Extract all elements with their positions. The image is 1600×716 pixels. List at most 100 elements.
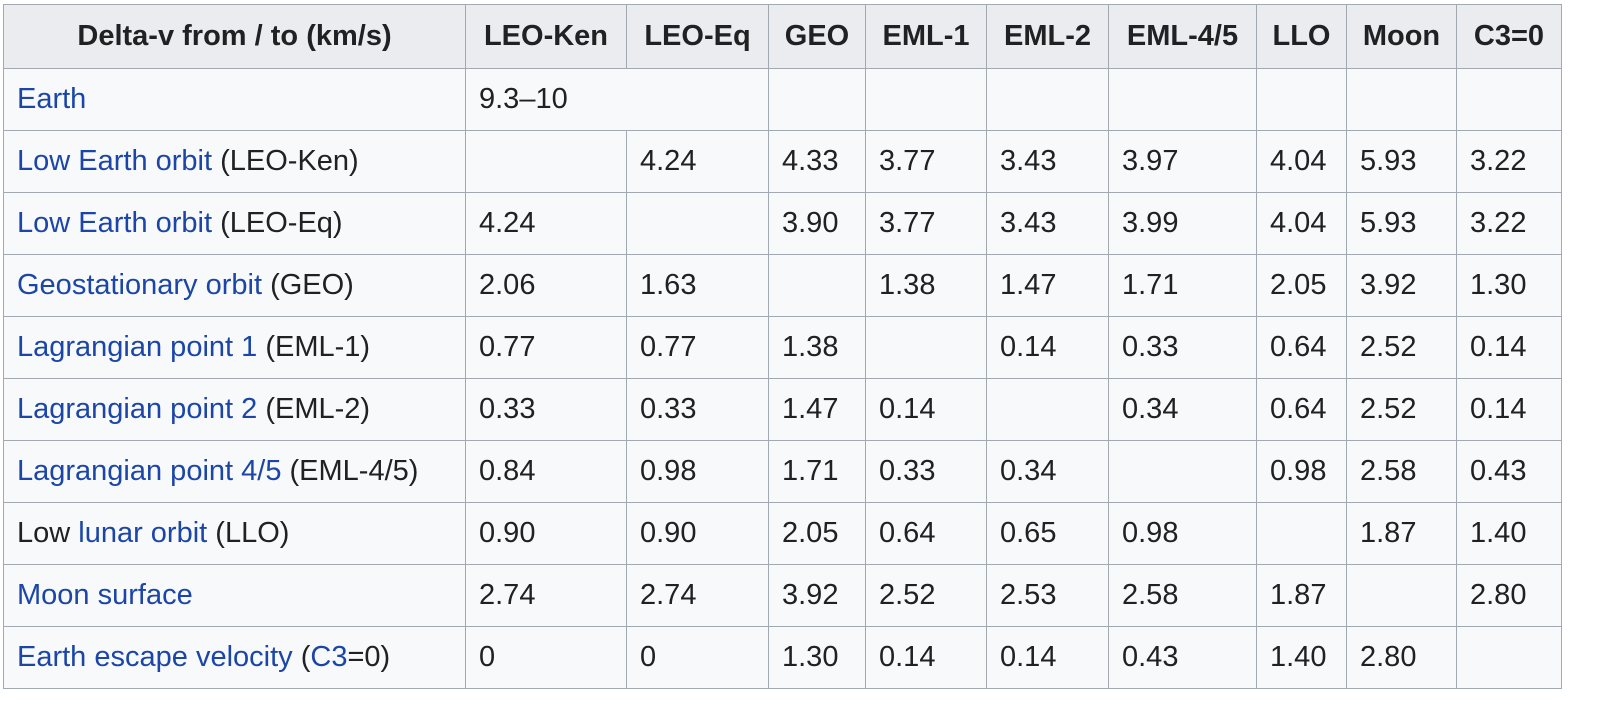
- table-row: Lagrangian point 2 (EML-2) 0.33 0.33 1.47 0.…: [3, 378, 1562, 441]
- value-cell: 3.22: [1456, 130, 1562, 193]
- value-cell: 0.77: [465, 316, 627, 379]
- value-cell: 2.74: [626, 564, 769, 627]
- value-cell: 0.14: [865, 378, 987, 441]
- value-cell: 0.64: [865, 502, 987, 565]
- value-cell: 1.71: [1108, 254, 1257, 317]
- value-cell: [1108, 68, 1257, 131]
- row-label-text: (EML-4/5): [281, 455, 419, 487]
- value-cell: 2.52: [865, 564, 987, 627]
- row-label-link[interactable]: lunar orbit: [78, 517, 208, 549]
- row-label-link[interactable]: Low Earth orbit: [17, 145, 213, 177]
- value-cell: 2.80: [1456, 564, 1562, 627]
- value-cell: 2.58: [1346, 440, 1457, 503]
- row-label: Earth escape velocity (C3=0): [3, 626, 466, 689]
- table-row: Lagrangian point 1 (EML-1) 0.77 0.77 1.38 0.…: [3, 316, 1562, 379]
- row-label-text: (: [292, 641, 311, 673]
- table-row: Earth escape velocity (C3=0) 0 0 1.30 0.14 0.…: [3, 626, 1562, 689]
- value-cell: 2.05: [768, 502, 866, 565]
- value-cell: 1.87: [1256, 564, 1347, 627]
- value-cell: [986, 378, 1109, 441]
- table-row: Moon surface 2.74 2.74 3.92 2.52 2.53 2.58 1.87…: [3, 564, 1562, 627]
- value-cell: 2.53: [986, 564, 1109, 627]
- value-cell: 0: [626, 626, 769, 689]
- value-cell: 0.14: [986, 626, 1109, 689]
- row-label-link[interactable]: Lagrangian point 4/5: [17, 455, 282, 487]
- value-cell: 0.14: [1456, 378, 1562, 441]
- value-cell: 0.64: [1256, 316, 1347, 379]
- value-cell: 0.77: [626, 316, 769, 379]
- row-label-link[interactable]: Geostationary orbit: [17, 269, 263, 301]
- value-cell: 3.22: [1456, 192, 1562, 255]
- value-cell: 1.47: [986, 254, 1109, 317]
- row-label-link[interactable]: Low Earth orbit: [17, 207, 213, 239]
- value-cell: 4.24: [626, 130, 769, 193]
- value-cell: 0.64: [1256, 378, 1347, 441]
- row-label-link[interactable]: Lagrangian point 1: [17, 331, 258, 363]
- value-cell: 1.63: [626, 254, 769, 317]
- column-header: Moon: [1346, 4, 1457, 69]
- value-cell: 3.92: [768, 564, 866, 627]
- value-cell: 1.38: [865, 254, 987, 317]
- value-cell: 2.80: [1346, 626, 1457, 689]
- value-cell: [1256, 502, 1347, 565]
- value-cell: 2.52: [1346, 378, 1457, 441]
- row-label-text: =0): [347, 641, 391, 673]
- value-cell: 0.14: [865, 626, 987, 689]
- table-row: Earth 9.3–10: [3, 68, 1562, 131]
- value-cell: 0.84: [465, 440, 627, 503]
- value-cell: 3.43: [986, 192, 1109, 255]
- value-cell: 1.47: [768, 378, 866, 441]
- value-cell: 3.77: [865, 192, 987, 255]
- value-cell: [1346, 564, 1457, 627]
- header-corner-cell: Delta-v from / to (km/s): [3, 4, 466, 69]
- value-cell: 9.3–10: [465, 68, 769, 131]
- value-cell: 1.40: [1456, 502, 1562, 565]
- value-cell: 1.87: [1346, 502, 1457, 565]
- value-cell: [1456, 68, 1562, 131]
- value-cell: 3.97: [1108, 130, 1257, 193]
- value-cell: 0.34: [1108, 378, 1257, 441]
- row-label: Lagrangian point 1 (EML-1): [3, 316, 466, 379]
- delta-v-table: Delta-v from / to (km/s) LEO-Ken LEO-Eq GEO…: [3, 4, 1562, 689]
- value-cell: 0.90: [465, 502, 627, 565]
- value-cell: [1108, 440, 1257, 503]
- value-cell: [768, 68, 866, 131]
- value-cell: 1.40: [1256, 626, 1347, 689]
- value-cell: 4.04: [1256, 192, 1347, 255]
- value-cell: [986, 68, 1109, 131]
- value-cell: [1346, 68, 1457, 131]
- row-label-link[interactable]: Moon surface: [17, 579, 193, 611]
- value-cell: 3.90: [768, 192, 866, 255]
- header-row: Delta-v from / to (km/s) LEO-Ken LEO-Eq GEO…: [3, 4, 1562, 69]
- row-label: Earth: [3, 68, 466, 131]
- value-cell: 1.71: [768, 440, 866, 503]
- value-cell: 0.98: [1108, 502, 1257, 565]
- value-cell: 0.14: [1456, 316, 1562, 379]
- value-cell: 4.04: [1256, 130, 1347, 193]
- value-cell: 0.43: [1456, 440, 1562, 503]
- value-cell: 2.05: [1256, 254, 1347, 317]
- row-label-link[interactable]: Earth: [17, 83, 87, 115]
- value-cell: [865, 316, 987, 379]
- table-row: Geostationary orbit (GEO) 2.06 1.63 1.38 1.4…: [3, 254, 1562, 317]
- row-label-link[interactable]: Earth escape velocity: [17, 641, 293, 673]
- value-cell: [626, 192, 769, 255]
- value-cell: [1456, 626, 1562, 689]
- value-cell: 0.33: [465, 378, 627, 441]
- value-cell: 0.90: [626, 502, 769, 565]
- table-row: Low lunar orbit (LLO) 0.90 0.90 2.05 0.64 0.6…: [3, 502, 1562, 565]
- value-cell: 0.43: [1108, 626, 1257, 689]
- row-label-link[interactable]: Lagrangian point 2: [17, 393, 258, 425]
- value-cell: 0: [465, 626, 627, 689]
- row-label-text: (LLO): [207, 517, 290, 549]
- table-row: Low Earth orbit (LEO-Eq) 4.24 3.90 3.77 3.43…: [3, 192, 1562, 255]
- row-label-link[interactable]: C3: [310, 641, 348, 673]
- value-cell: 0.98: [626, 440, 769, 503]
- column-header: LEO-Eq: [626, 4, 769, 69]
- table-body: Earth 9.3–10 Low Earth orbit (LEO-Ken) 4.24…: [3, 68, 1562, 689]
- value-cell: 0.33: [626, 378, 769, 441]
- value-cell: 0.33: [865, 440, 987, 503]
- value-cell: 2.58: [1108, 564, 1257, 627]
- value-cell: 5.93: [1346, 192, 1457, 255]
- value-cell: [865, 68, 987, 131]
